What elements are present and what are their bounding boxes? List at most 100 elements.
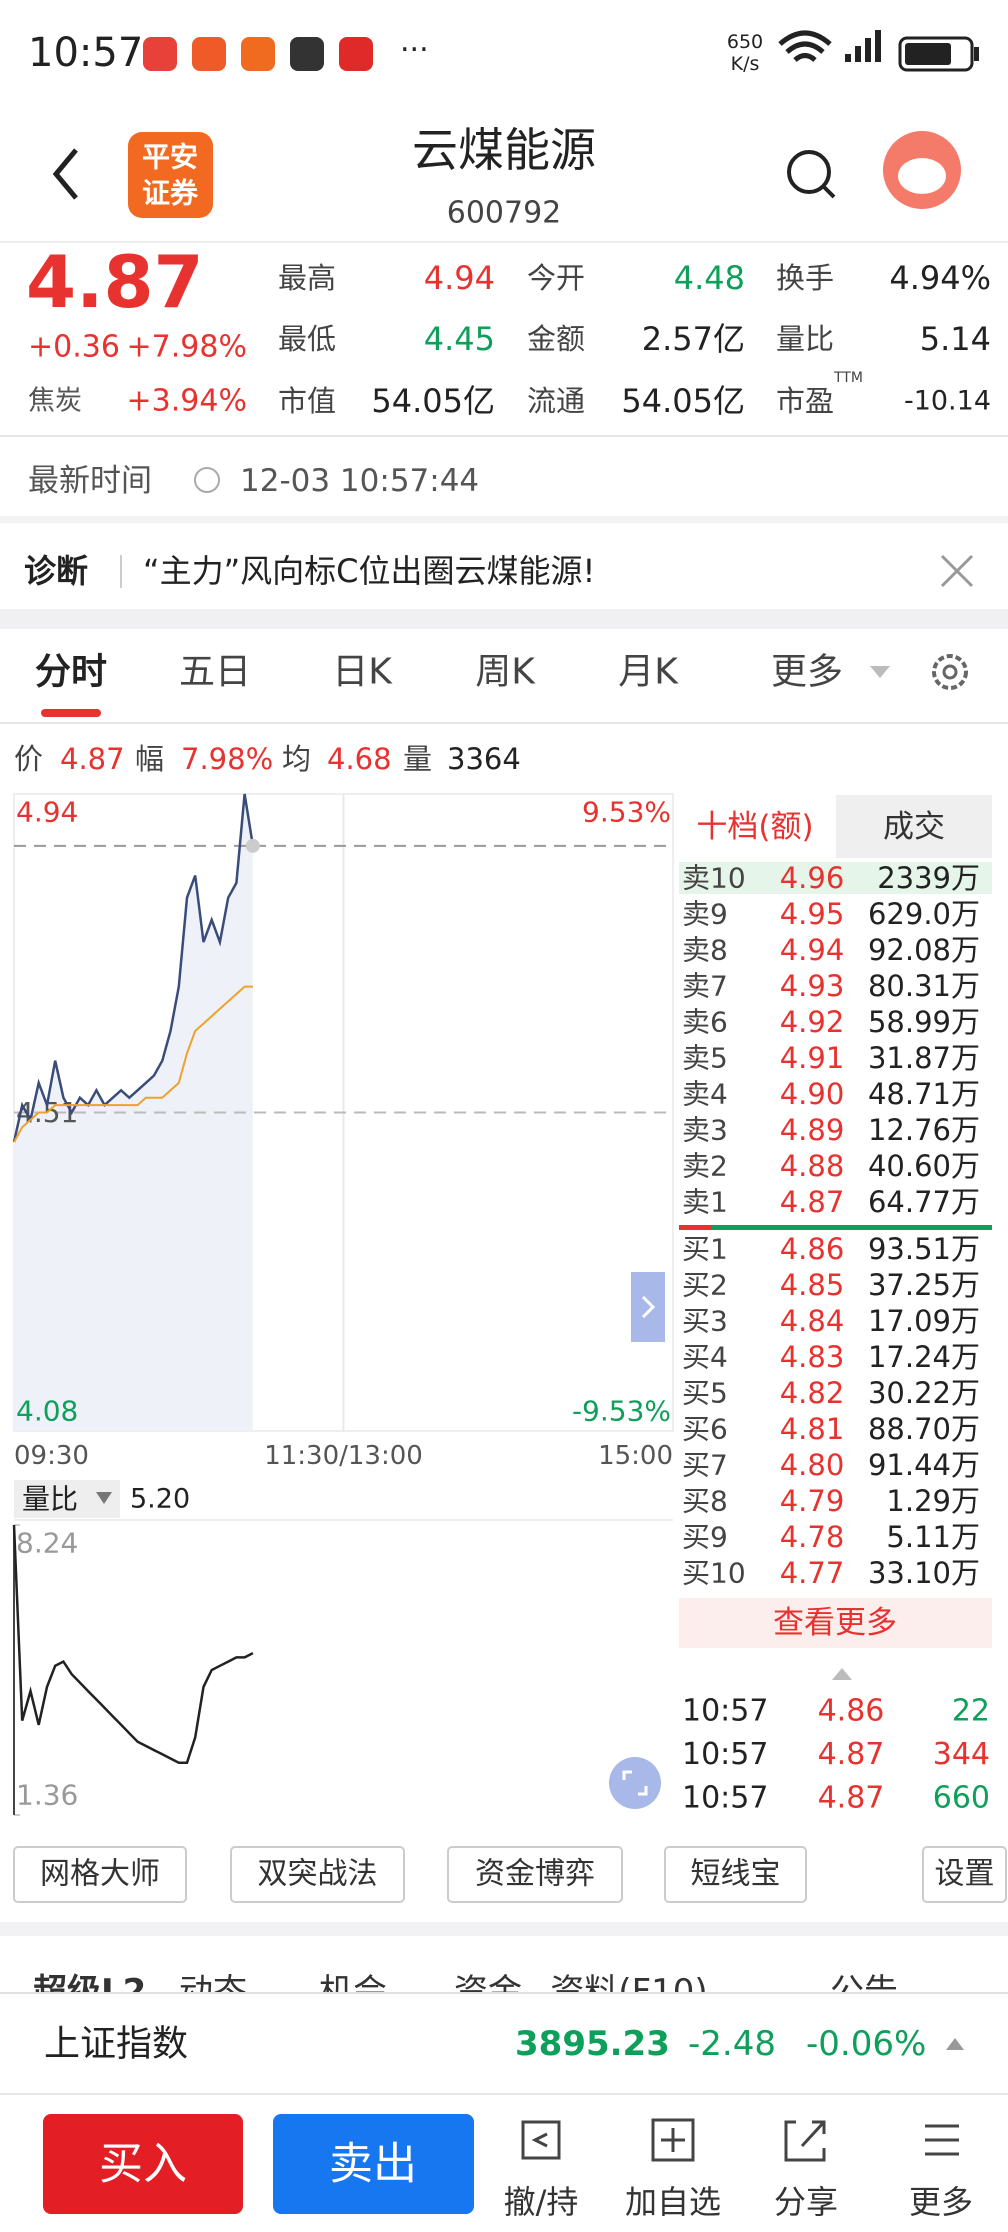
order-price: 4.91 [780, 1041, 845, 1075]
close-button[interactable] [940, 554, 974, 588]
action-label[interactable]: 撤/持 [504, 2183, 579, 2221]
action-icon[interactable] [521, 2120, 561, 2160]
action-label[interactable]: 分享 [774, 2183, 838, 2221]
x-tick-label: 09:30 [14, 1441, 89, 1471]
action-icon[interactable] [925, 2124, 959, 2156]
order-price: 4.88 [780, 1149, 845, 1183]
assistant-face [898, 158, 946, 194]
info-icon [194, 467, 220, 493]
order-price: 4.90 [780, 1077, 845, 1111]
stock-name: 云煤能源 [412, 123, 596, 177]
order-amount: 1.29万 [886, 1484, 980, 1518]
tool-chip-label: 短线宝 [691, 1857, 781, 1892]
chart-tab[interactable]: 分时 [35, 652, 107, 693]
more-button-bg[interactable] [679, 1598, 992, 1648]
diagnosis-text[interactable]: “主力”风向标C位出圈云煤能源! [143, 552, 595, 590]
tool-chip[interactable] [664, 1846, 807, 1903]
order-level: 买3 [682, 1305, 728, 1338]
action-icon[interactable] [784, 2120, 826, 2162]
action-label[interactable]: 加自选 [625, 2183, 721, 2221]
expand-panel-button[interactable] [631, 1272, 665, 1342]
stat-label: 量比 [776, 322, 834, 356]
order-tab[interactable]: 十档(额) [696, 809, 813, 845]
chart-tab[interactable]: 月K [618, 652, 679, 693]
buy-button[interactable] [43, 2114, 243, 2214]
signal-bar [875, 30, 881, 62]
order-price: 4.82 [780, 1376, 845, 1410]
diagnosis-label: 诊断 [24, 552, 88, 590]
chart-tab[interactable]: 日K [332, 652, 393, 693]
chart-tab[interactable]: 五日 [179, 652, 251, 693]
order-amount: 40.60万 [868, 1149, 980, 1183]
search-icon[interactable] [787, 150, 831, 194]
order-level: 买1 [682, 1233, 728, 1266]
section-gap [0, 516, 1008, 523]
stat-value: 4.45 [424, 320, 495, 358]
series-line [13, 985, 253, 1143]
order-price: 4.81 [780, 1412, 845, 1446]
settings-icon-core [942, 664, 958, 680]
order-price: 4.85 [780, 1268, 845, 1302]
tool-chip[interactable] [447, 1846, 623, 1903]
wifi-icon [778, 30, 832, 62]
trade-volume: 344 [933, 1737, 990, 1772]
status-time: 10:57 [28, 30, 143, 76]
action-icon[interactable] [651, 2118, 695, 2162]
buy-label: 买入 [99, 2139, 187, 2190]
chart-tab[interactable]: 更多 [771, 652, 843, 693]
order-amount: 91.44万 [868, 1448, 980, 1482]
order-level: 买5 [682, 1377, 728, 1410]
action-label[interactable]: 更多 [909, 2183, 973, 2221]
order-amount: 92.08万 [868, 933, 980, 967]
tool-chip-label: 资金博弈 [475, 1857, 595, 1892]
order-price: 4.77 [780, 1556, 845, 1590]
index-caret [946, 2038, 964, 2050]
order-level: 买10 [682, 1557, 746, 1590]
order-price: 4.95 [780, 897, 845, 931]
order-tab[interactable]: 成交 [883, 809, 945, 845]
series-line [12, 793, 255, 1143]
app-icon [339, 37, 373, 71]
ratio-value: 5.20 [130, 1484, 190, 1515]
info-label: 幅 [135, 742, 164, 776]
order-amount: 30.22万 [868, 1376, 980, 1410]
info-value: 7.98% [181, 742, 273, 776]
order-amount: 629.0万 [868, 897, 980, 931]
signal-bar [845, 54, 851, 62]
order-level: 卖9 [682, 898, 728, 931]
stat-label: 市盈 [776, 384, 834, 418]
order-price: 4.83 [780, 1340, 845, 1374]
order-amount: 80.31万 [868, 969, 980, 1003]
net-speed: 650 [727, 31, 763, 53]
more-button: 查看更多 [773, 1605, 897, 1641]
order-amount: 5.11万 [886, 1520, 980, 1554]
update-time: 12-03 10:57:44 [240, 463, 479, 499]
fullscreen-button[interactable] [609, 1757, 661, 1809]
stat-value: -10.14 [904, 386, 991, 417]
back-button[interactable] [52, 148, 78, 200]
order-level: 卖3 [682, 1114, 728, 1147]
trade-volume: 22 [952, 1694, 990, 1729]
y-tick-label: 4.08 [16, 1395, 78, 1428]
tool-chip[interactable] [922, 1846, 1007, 1903]
chart-tab[interactable]: 周K [475, 652, 536, 693]
tool-chip[interactable] [13, 1846, 187, 1903]
order-amount: 31.87万 [868, 1041, 980, 1075]
stat-value: 54.05亿 [371, 382, 495, 420]
battery [898, 36, 974, 72]
trade-price: 4.86 [818, 1694, 885, 1729]
update-label: 最新时间 [28, 463, 152, 499]
order-level: 买7 [682, 1449, 728, 1482]
section-gap [0, 1922, 1008, 1936]
tool-chip[interactable] [230, 1846, 405, 1903]
stat-value: 2.57亿 [642, 320, 745, 358]
index-bar[interactable] [0, 1993, 1008, 2093]
section-gap [0, 609, 1008, 629]
order-price: 4.79 [780, 1484, 845, 1518]
sell-button[interactable] [273, 2114, 474, 2214]
stat-label: 最高 [278, 261, 336, 295]
signal-bar [855, 46, 861, 62]
settings-icon[interactable] [932, 654, 968, 690]
order-price: 4.94 [780, 933, 845, 967]
more-dots: ··· [400, 33, 429, 68]
